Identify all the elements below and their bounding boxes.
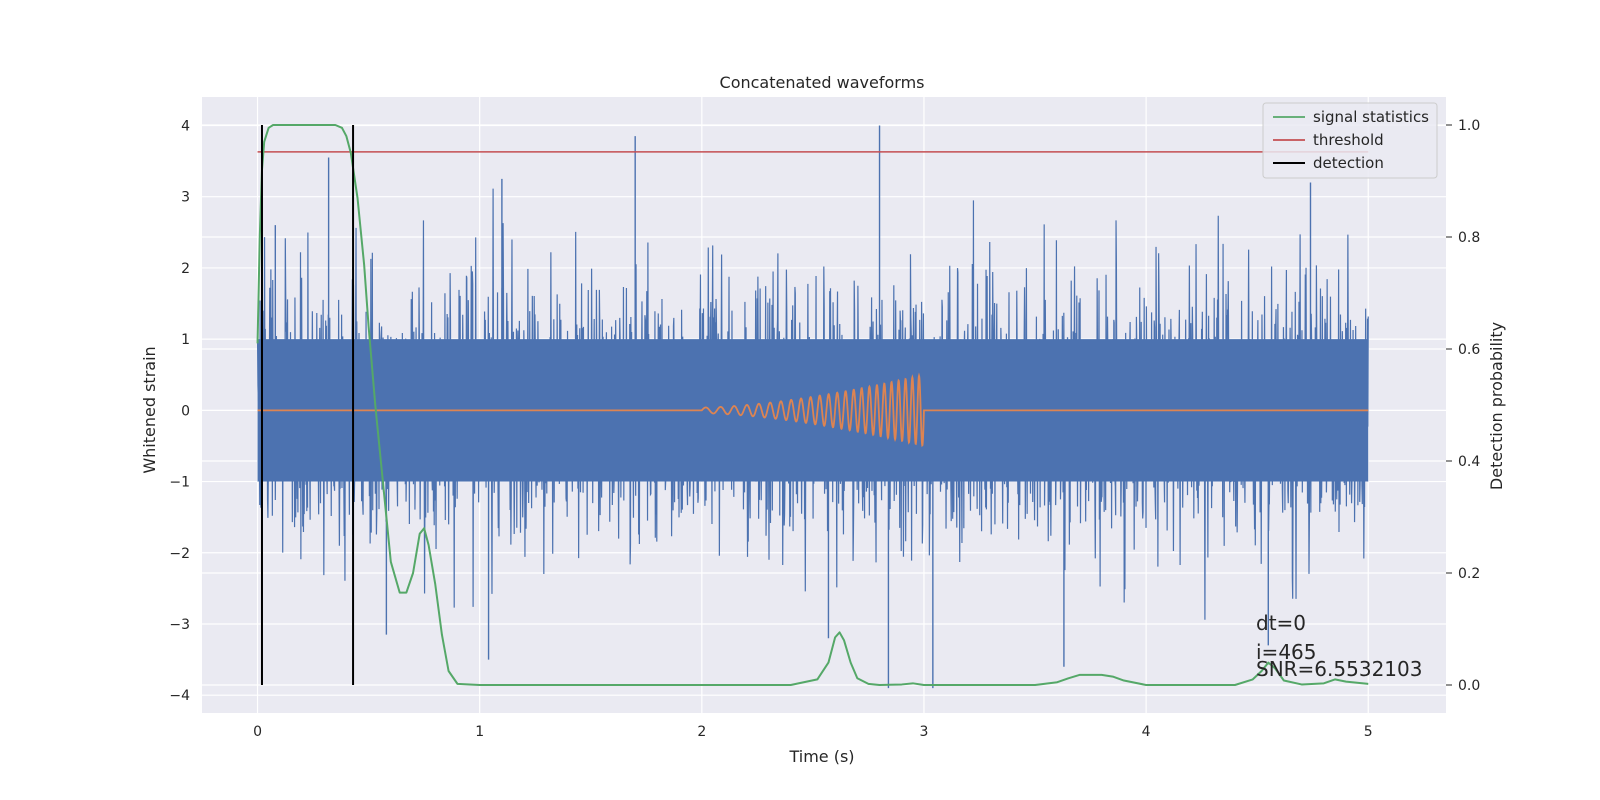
y-left-tick-label: 4 bbox=[181, 118, 190, 134]
y-left-tick-label: −1 bbox=[169, 475, 190, 491]
y-left-tick-label: 1 bbox=[181, 332, 190, 348]
x-tick-label: 1 bbox=[475, 724, 484, 740]
x-axis-ticks: 0 1 2 3 4 5 bbox=[253, 724, 1373, 740]
x-tick-label: 2 bbox=[697, 724, 706, 740]
annotation-i: i=465 bbox=[1256, 640, 1317, 664]
chart-title: Concatenated waveforms bbox=[720, 73, 925, 92]
x-tick-label: 0 bbox=[253, 724, 262, 740]
y-left-tick-label: −2 bbox=[169, 546, 190, 562]
y-right-tick-label: 0.8 bbox=[1458, 230, 1480, 246]
y-right-tick-label: 0.0 bbox=[1458, 678, 1480, 694]
annotation-snr: SNR=6.5532103 bbox=[1256, 657, 1422, 681]
y-right-tick-label: 0.6 bbox=[1458, 342, 1480, 358]
legend-label-detection: detection bbox=[1313, 154, 1384, 172]
y-left-tick-label: 2 bbox=[181, 261, 190, 277]
y-left-tick-label: 3 bbox=[181, 190, 190, 206]
annotation-dt: dt=0 bbox=[1256, 611, 1306, 635]
y-left-axis-label: Whitened strain bbox=[140, 346, 159, 473]
x-tick-label: 3 bbox=[920, 724, 929, 740]
legend: signal statistics threshold detection bbox=[1262, 102, 1438, 179]
series-layer bbox=[256, 124, 1369, 689]
y-right-tick-label: 1.0 bbox=[1458, 118, 1480, 134]
y-right-axis-ticks: 0.0 0.2 0.4 0.6 0.8 1.0 bbox=[1446, 118, 1480, 694]
x-tick-label: 4 bbox=[1142, 724, 1151, 740]
y-right-tick-label: 0.4 bbox=[1458, 454, 1480, 470]
y-left-tick-label: −3 bbox=[169, 617, 190, 633]
legend-box bbox=[1262, 102, 1438, 179]
legend-label-signal-statistics: signal statistics bbox=[1313, 108, 1429, 126]
annotations: dt=0 i=465 SNR=6.5532103 bbox=[1256, 611, 1422, 681]
legend-label-threshold: threshold bbox=[1313, 131, 1384, 149]
signal-statistics-series-line bbox=[256, 124, 1369, 686]
x-tick-label: 5 bbox=[1364, 724, 1373, 740]
y-left-tick-label: 0 bbox=[181, 403, 190, 419]
template-series-line bbox=[257, 372, 1369, 448]
y-left-tick-label: −4 bbox=[169, 688, 190, 704]
y-right-axis-label: Detection probability bbox=[1487, 322, 1506, 490]
x-axis-label: Time (s) bbox=[788, 747, 854, 766]
y-left-axis-ticks: −4 −3 −2 −1 0 1 2 3 4 bbox=[169, 118, 190, 704]
y-right-tick-label: 0.2 bbox=[1458, 566, 1480, 582]
